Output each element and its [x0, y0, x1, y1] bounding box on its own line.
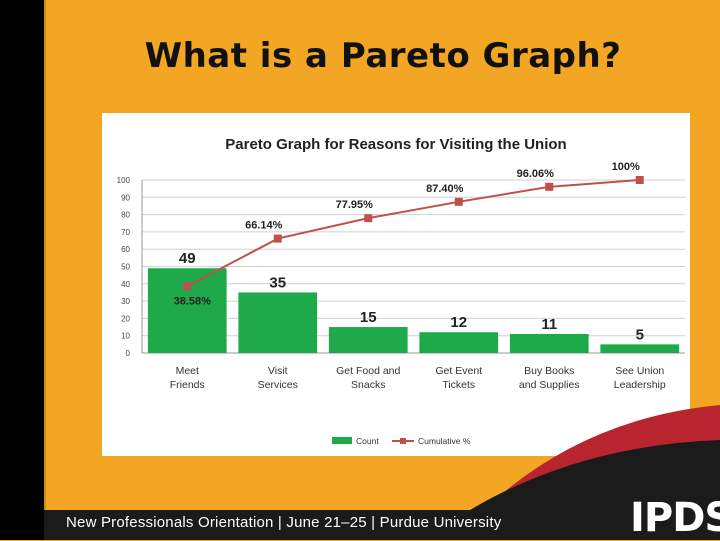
x-category-label: and Supplies: [519, 379, 580, 391]
cumulative-point: [454, 197, 463, 206]
x-category-label: Get Event: [435, 365, 482, 377]
footer-text: New Professionals Orientation | June 21–…: [66, 514, 502, 531]
x-category-label: Meet: [176, 365, 199, 377]
bar: [328, 327, 408, 353]
y-tick-label: 0: [126, 349, 131, 358]
bar: [238, 292, 318, 353]
cumulative-label: 87.40%: [426, 183, 464, 195]
x-category-label: Services: [258, 379, 298, 391]
x-category-label: Snacks: [351, 379, 385, 391]
cumulative-line: [186, 179, 640, 288]
cumulative-point: [545, 182, 554, 191]
bar: [600, 344, 680, 353]
bar: [147, 268, 227, 353]
y-tick-label: 80: [121, 211, 130, 220]
x-category-label: Tickets: [442, 379, 475, 391]
cumulative-label: 96.06%: [517, 168, 555, 180]
bar-value-label: 12: [450, 314, 467, 331]
cumulative-point: [635, 176, 644, 184]
legend-count-label: Count: [356, 436, 379, 446]
y-tick-label: 100: [117, 176, 131, 185]
y-tick-label: 10: [121, 332, 130, 341]
y-tick-label: 70: [121, 228, 130, 237]
cumulative-point: [183, 282, 192, 291]
bar-value-label: 15: [360, 309, 377, 326]
chart-title: Pareto Graph for Reasons for Visiting th…: [225, 136, 566, 153]
bar-value-label: 11: [541, 316, 557, 333]
legend-cumulative-marker: [400, 438, 406, 444]
x-category-label: Get Food and: [336, 365, 400, 377]
cumulative-label: 38.58%: [174, 295, 212, 307]
legend-count-swatch: [332, 437, 352, 444]
cumulative-point: [364, 214, 373, 223]
y-tick-label: 30: [121, 297, 130, 306]
x-category-label: Leadership: [614, 379, 666, 391]
legend-cumulative-label: Cumulative %: [418, 436, 471, 446]
y-tick-label: 20: [121, 314, 130, 323]
bar-value-label: 5: [636, 326, 644, 343]
ipds-logo: IPDS: [630, 495, 720, 541]
cumulative-label: 77.95%: [336, 199, 374, 211]
y-tick-label: 90: [121, 193, 130, 202]
y-tick-label: 60: [121, 245, 130, 254]
bar: [509, 333, 589, 353]
bar: [419, 332, 499, 353]
y-tick-label: 50: [121, 263, 130, 272]
pareto-chart: Pareto Graph for Reasons for Visiting th…: [117, 136, 685, 446]
cumulative-label: 66.14%: [245, 220, 283, 232]
cumulative-point: [273, 234, 282, 243]
x-category-label: Buy Books: [524, 365, 574, 377]
left-bar-edge: [44, 0, 46, 540]
x-category-label: See Union: [615, 365, 664, 377]
left-black-bar: [0, 0, 44, 540]
chart-container: Pareto Graph for Reasons for Visiting th…: [102, 113, 690, 456]
bar-value-label: 49: [179, 250, 196, 267]
bar-value-label: 35: [269, 274, 286, 291]
x-category-label: Friends: [170, 379, 205, 391]
slide-title: What is a Pareto Graph?: [144, 36, 622, 76]
y-tick-label: 40: [121, 280, 130, 289]
cumulative-label: 100%: [612, 161, 640, 173]
x-category-label: Visit: [268, 365, 288, 377]
